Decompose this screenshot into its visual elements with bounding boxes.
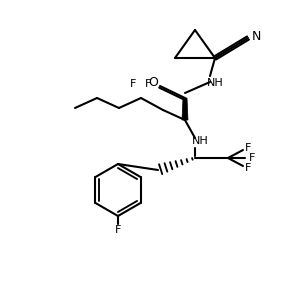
Text: N: N <box>251 30 261 44</box>
Polygon shape <box>182 98 188 120</box>
Text: F: F <box>245 163 251 173</box>
Text: F: F <box>249 153 255 163</box>
Text: NH: NH <box>206 78 223 88</box>
Text: NH: NH <box>192 136 209 146</box>
Text: F: F <box>145 79 151 89</box>
Text: O: O <box>148 77 158 89</box>
Text: F: F <box>115 225 121 235</box>
Text: F: F <box>245 143 251 153</box>
Text: F: F <box>130 79 136 89</box>
